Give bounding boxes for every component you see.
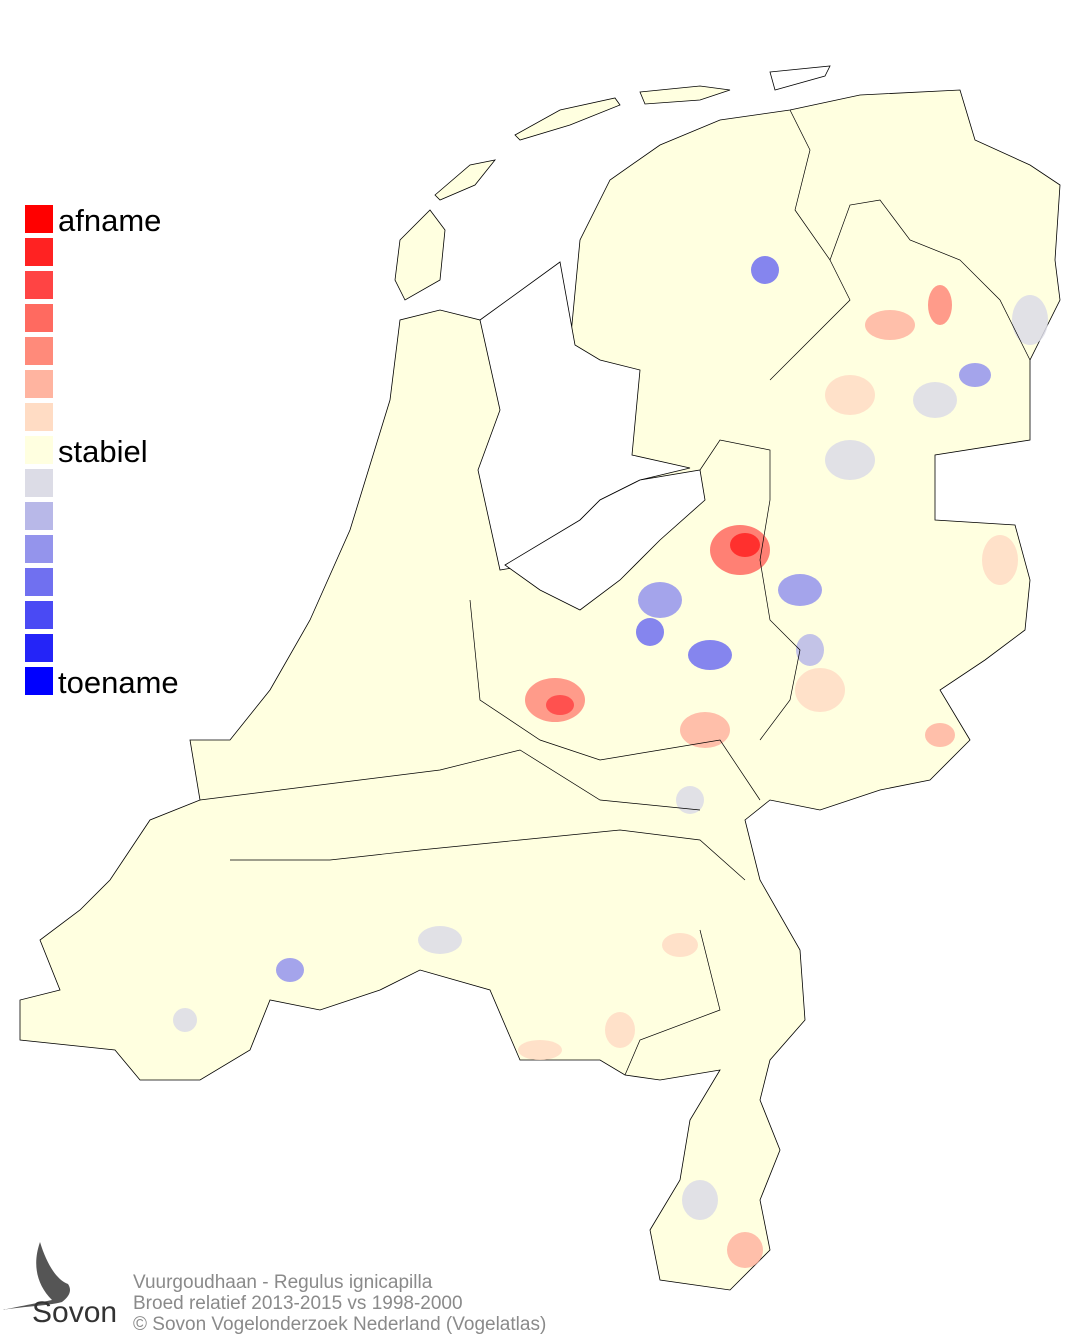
schiermonnikoog bbox=[769, 65, 831, 91]
trend-blob bbox=[688, 640, 732, 670]
trend-blob bbox=[727, 1232, 763, 1268]
trend-blob bbox=[682, 1180, 718, 1220]
province-borders bbox=[199, 109, 1031, 1076]
trend-blob bbox=[418, 926, 462, 954]
legend-swatch bbox=[25, 238, 53, 266]
trend-blob bbox=[638, 582, 682, 618]
legend-swatch bbox=[25, 535, 53, 563]
trend-blob bbox=[636, 618, 664, 646]
copyright: © Sovon Vogelonderzoek Nederland (Vogela… bbox=[133, 1314, 547, 1335]
trend-blob bbox=[518, 1040, 562, 1060]
trend-blob bbox=[605, 1012, 635, 1048]
vlieland bbox=[434, 159, 496, 201]
legend-swatch bbox=[25, 337, 53, 365]
trend-blob bbox=[276, 958, 304, 982]
legend-swatch bbox=[25, 403, 53, 431]
flevoland bbox=[504, 469, 706, 611]
legend-label-increase: toename bbox=[58, 665, 179, 700]
trend-blob bbox=[730, 533, 760, 557]
trend-blob bbox=[865, 310, 915, 340]
legend-swatch bbox=[25, 370, 53, 398]
trend-blob bbox=[913, 382, 957, 418]
trend-blob bbox=[778, 574, 822, 606]
legend-swatch bbox=[25, 469, 53, 497]
ameland bbox=[639, 85, 731, 105]
legend-label-stable: stabiel bbox=[58, 434, 148, 469]
legend-label-decrease: afname bbox=[58, 203, 162, 238]
sovon-swallow-logo bbox=[2, 1242, 70, 1310]
legend-swatch bbox=[25, 667, 53, 695]
trend-blob bbox=[795, 668, 845, 712]
legend-swatch bbox=[25, 205, 53, 233]
trend-blob bbox=[982, 535, 1018, 585]
trend-blob bbox=[676, 786, 704, 814]
legend-swatch bbox=[25, 601, 53, 629]
trend-blob bbox=[680, 712, 730, 748]
legend-swatch bbox=[25, 436, 53, 464]
trend-blob bbox=[662, 933, 698, 957]
terschelling bbox=[514, 97, 621, 141]
map-caption: Vuurgoudhaan - Regulus ignicapilla Broed… bbox=[133, 1272, 546, 1335]
trend-blob bbox=[959, 363, 991, 387]
trend-blob bbox=[825, 375, 875, 415]
legend-swatch bbox=[25, 568, 53, 596]
comparison-period: Broed relatief 2013-2015 vs 1998-2000 bbox=[133, 1293, 463, 1314]
trend-blob bbox=[173, 1008, 197, 1032]
texel bbox=[394, 209, 446, 301]
logo-text: Sovon bbox=[32, 1296, 118, 1329]
trend-blob bbox=[546, 695, 574, 715]
legend-swatch bbox=[25, 271, 53, 299]
trend-blob bbox=[1012, 295, 1048, 345]
trend-blob bbox=[796, 634, 824, 666]
trend-blob bbox=[928, 285, 952, 325]
trend-blob bbox=[825, 440, 875, 480]
legend-swatch bbox=[25, 502, 53, 530]
species-title: Vuurgoudhaan - Regulus ignicapilla bbox=[133, 1272, 433, 1293]
trend-blob bbox=[751, 256, 779, 284]
legend-swatch bbox=[25, 634, 53, 662]
legend-swatch bbox=[25, 304, 53, 332]
trend-blob bbox=[925, 723, 955, 747]
trend-blobs bbox=[173, 256, 1048, 1268]
